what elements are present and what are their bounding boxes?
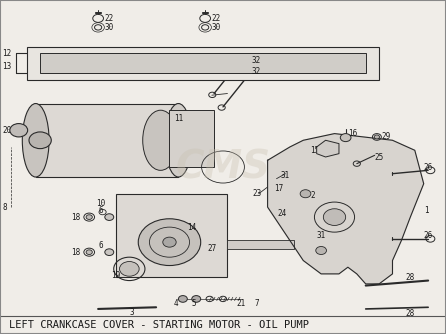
Text: 22: 22	[212, 14, 221, 23]
Text: 7: 7	[254, 300, 259, 308]
Text: 31: 31	[317, 231, 326, 240]
Text: 4: 4	[174, 300, 178, 308]
Text: 25: 25	[375, 153, 384, 162]
Text: CMS: CMS	[175, 148, 271, 186]
Text: 18: 18	[71, 248, 81, 257]
Circle shape	[192, 296, 201, 302]
Circle shape	[163, 237, 176, 247]
Text: 22: 22	[105, 14, 114, 23]
Text: 6: 6	[98, 241, 103, 250]
Text: 30: 30	[105, 23, 114, 32]
Circle shape	[105, 214, 114, 220]
Bar	[227, 240, 294, 249]
Bar	[116, 194, 227, 277]
Text: LEFT CRANKCASE COVER - STARTING MOTOR - OIL PUMP: LEFT CRANKCASE COVER - STARTING MOTOR - …	[9, 320, 309, 330]
Circle shape	[86, 250, 92, 255]
Text: 18: 18	[71, 213, 81, 221]
Text: 10: 10	[96, 199, 105, 208]
Text: 3: 3	[129, 308, 134, 317]
Text: 16: 16	[348, 129, 357, 138]
Circle shape	[105, 249, 114, 256]
Text: 2: 2	[310, 191, 314, 200]
Text: 30: 30	[212, 23, 221, 32]
Text: 14: 14	[187, 223, 197, 232]
Text: 8: 8	[2, 203, 7, 211]
Text: 29: 29	[381, 133, 391, 141]
Bar	[40, 53, 366, 73]
Circle shape	[300, 190, 311, 198]
Text: 28: 28	[406, 273, 415, 282]
Text: 6: 6	[98, 206, 103, 215]
Polygon shape	[317, 140, 339, 157]
Text: 12: 12	[2, 49, 12, 58]
Text: 26: 26	[424, 163, 433, 171]
Circle shape	[120, 262, 139, 276]
Circle shape	[340, 134, 351, 142]
Text: 20: 20	[2, 126, 12, 135]
Circle shape	[29, 132, 51, 149]
Text: 24: 24	[278, 209, 287, 218]
Text: 17: 17	[274, 184, 284, 193]
Text: 15: 15	[310, 146, 319, 155]
Text: 21: 21	[236, 300, 246, 308]
Ellipse shape	[22, 104, 49, 177]
Circle shape	[178, 296, 187, 302]
Text: 1: 1	[424, 206, 428, 215]
Polygon shape	[268, 134, 424, 284]
Circle shape	[138, 219, 201, 266]
Bar	[27, 47, 379, 80]
Ellipse shape	[143, 110, 178, 170]
Circle shape	[10, 124, 28, 137]
Text: 32: 32	[252, 67, 261, 76]
Bar	[169, 110, 214, 167]
Bar	[36, 104, 178, 177]
Circle shape	[316, 246, 326, 255]
Text: 23: 23	[252, 189, 261, 198]
Circle shape	[86, 215, 92, 219]
Text: 26: 26	[424, 231, 433, 240]
Text: 19: 19	[112, 271, 121, 280]
Text: 28: 28	[406, 309, 415, 318]
Text: 13: 13	[2, 62, 12, 71]
Circle shape	[323, 209, 346, 225]
Text: 5: 5	[192, 300, 196, 308]
Text: 27: 27	[207, 244, 217, 253]
Ellipse shape	[165, 104, 192, 177]
Circle shape	[374, 135, 380, 139]
Text: 11: 11	[174, 114, 183, 123]
Text: 32: 32	[252, 56, 261, 64]
Text: 31: 31	[281, 171, 290, 180]
